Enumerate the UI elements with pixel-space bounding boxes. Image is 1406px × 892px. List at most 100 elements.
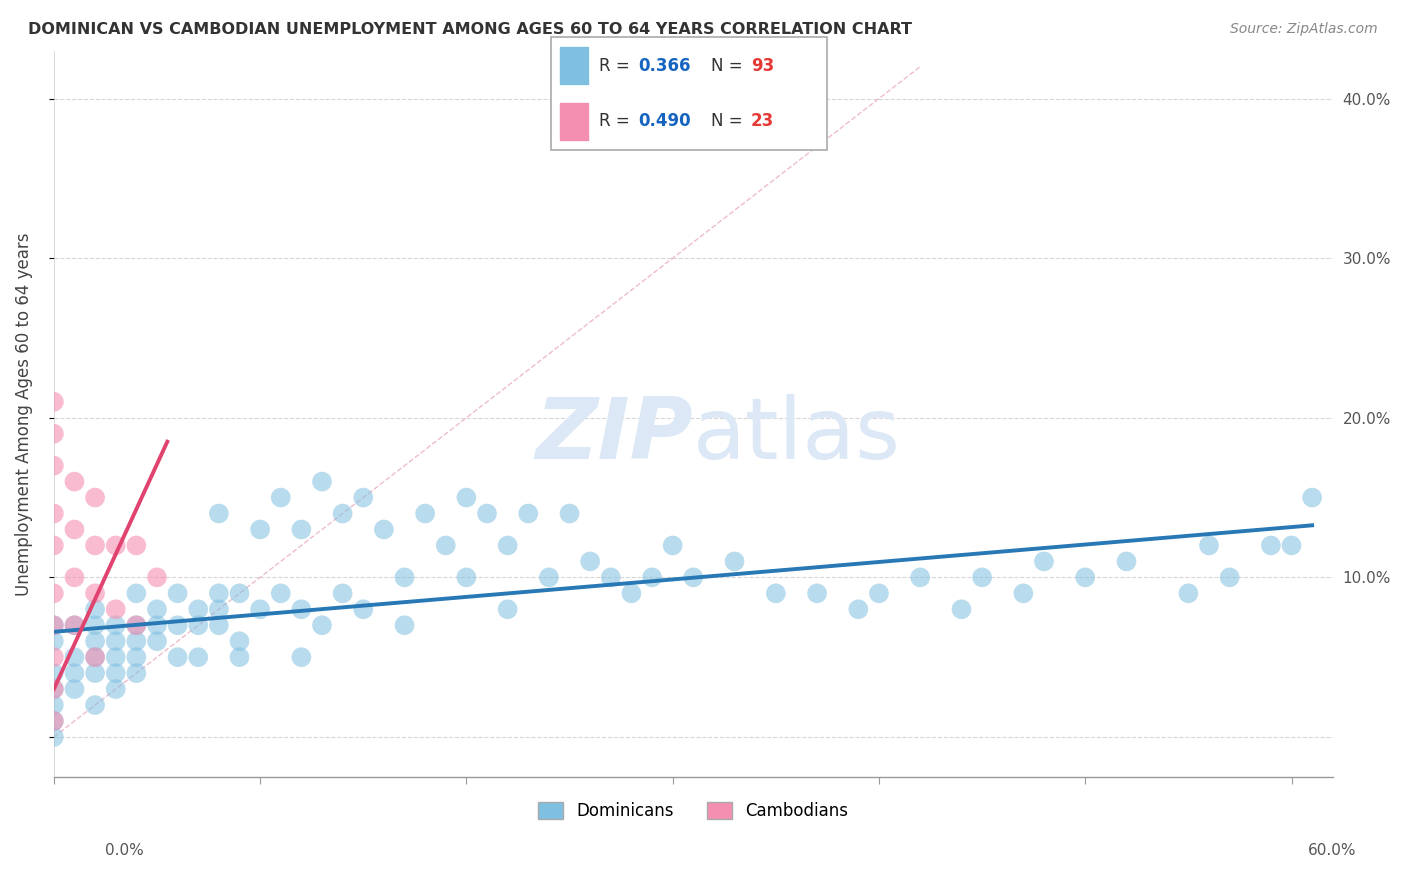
- Text: R =: R =: [599, 112, 636, 130]
- Point: [270, 491, 292, 505]
- Point: [394, 618, 416, 632]
- Point: [599, 570, 621, 584]
- Bar: [560, 47, 588, 85]
- Point: [517, 507, 540, 521]
- Point: [332, 586, 354, 600]
- Point: [104, 538, 127, 552]
- Point: [290, 523, 312, 537]
- Point: [84, 538, 107, 552]
- Point: [208, 586, 231, 600]
- Point: [228, 634, 250, 648]
- Point: [249, 602, 271, 616]
- Text: Source: ZipAtlas.com: Source: ZipAtlas.com: [1230, 22, 1378, 37]
- Point: [806, 586, 828, 600]
- Text: 23: 23: [751, 112, 775, 130]
- Point: [42, 586, 65, 600]
- Point: [42, 682, 65, 697]
- Point: [187, 618, 209, 632]
- Text: 0.0%: 0.0%: [105, 843, 145, 858]
- Point: [42, 682, 65, 697]
- Point: [166, 650, 188, 665]
- Point: [558, 507, 581, 521]
- Point: [42, 650, 65, 665]
- Point: [166, 586, 188, 600]
- Point: [846, 602, 869, 616]
- Point: [413, 507, 436, 521]
- FancyBboxPatch shape: [551, 37, 827, 151]
- Point: [42, 714, 65, 728]
- Point: [496, 538, 519, 552]
- Point: [290, 650, 312, 665]
- Point: [972, 570, 994, 584]
- Point: [641, 570, 664, 584]
- Point: [42, 618, 65, 632]
- Point: [394, 570, 416, 584]
- Text: 0.490: 0.490: [638, 112, 690, 130]
- Point: [42, 538, 65, 552]
- Point: [352, 602, 374, 616]
- Point: [125, 650, 148, 665]
- Point: [1219, 570, 1241, 584]
- Point: [125, 634, 148, 648]
- Text: 93: 93: [751, 57, 775, 75]
- Point: [84, 650, 107, 665]
- Point: [63, 523, 86, 537]
- Point: [620, 586, 643, 600]
- Text: 0.366: 0.366: [638, 57, 690, 75]
- Point: [42, 698, 65, 712]
- Point: [146, 634, 169, 648]
- Bar: [560, 103, 588, 140]
- Text: N =: N =: [711, 112, 748, 130]
- Point: [104, 634, 127, 648]
- Point: [765, 586, 787, 600]
- Point: [950, 602, 973, 616]
- Legend: Dominicans, Cambodians: Dominicans, Cambodians: [531, 795, 855, 827]
- Point: [125, 618, 148, 632]
- Point: [270, 586, 292, 600]
- Point: [228, 650, 250, 665]
- Point: [1074, 570, 1097, 584]
- Point: [125, 666, 148, 681]
- Point: [1301, 491, 1323, 505]
- Point: [456, 491, 478, 505]
- Point: [352, 491, 374, 505]
- Point: [311, 475, 333, 489]
- Point: [84, 618, 107, 632]
- Point: [187, 650, 209, 665]
- Point: [723, 554, 745, 568]
- Point: [125, 586, 148, 600]
- Text: atlas: atlas: [693, 394, 901, 477]
- Point: [84, 666, 107, 681]
- Point: [63, 666, 86, 681]
- Point: [125, 618, 148, 632]
- Point: [1260, 538, 1282, 552]
- Point: [104, 650, 127, 665]
- Point: [208, 507, 231, 521]
- Point: [496, 602, 519, 616]
- Point: [42, 394, 65, 409]
- Point: [42, 458, 65, 473]
- Point: [63, 475, 86, 489]
- Point: [187, 602, 209, 616]
- Point: [42, 666, 65, 681]
- Point: [1198, 538, 1220, 552]
- Point: [84, 650, 107, 665]
- Point: [290, 602, 312, 616]
- Point: [84, 698, 107, 712]
- Point: [42, 730, 65, 744]
- Point: [84, 491, 107, 505]
- Point: [42, 507, 65, 521]
- Text: ZIP: ZIP: [536, 394, 693, 477]
- Point: [208, 618, 231, 632]
- Point: [1115, 554, 1137, 568]
- Point: [228, 586, 250, 600]
- Text: N =: N =: [711, 57, 748, 75]
- Point: [125, 538, 148, 552]
- Point: [63, 618, 86, 632]
- Point: [84, 634, 107, 648]
- Point: [104, 618, 127, 632]
- Point: [42, 634, 65, 648]
- Point: [537, 570, 560, 584]
- Text: 60.0%: 60.0%: [1309, 843, 1357, 858]
- Point: [434, 538, 457, 552]
